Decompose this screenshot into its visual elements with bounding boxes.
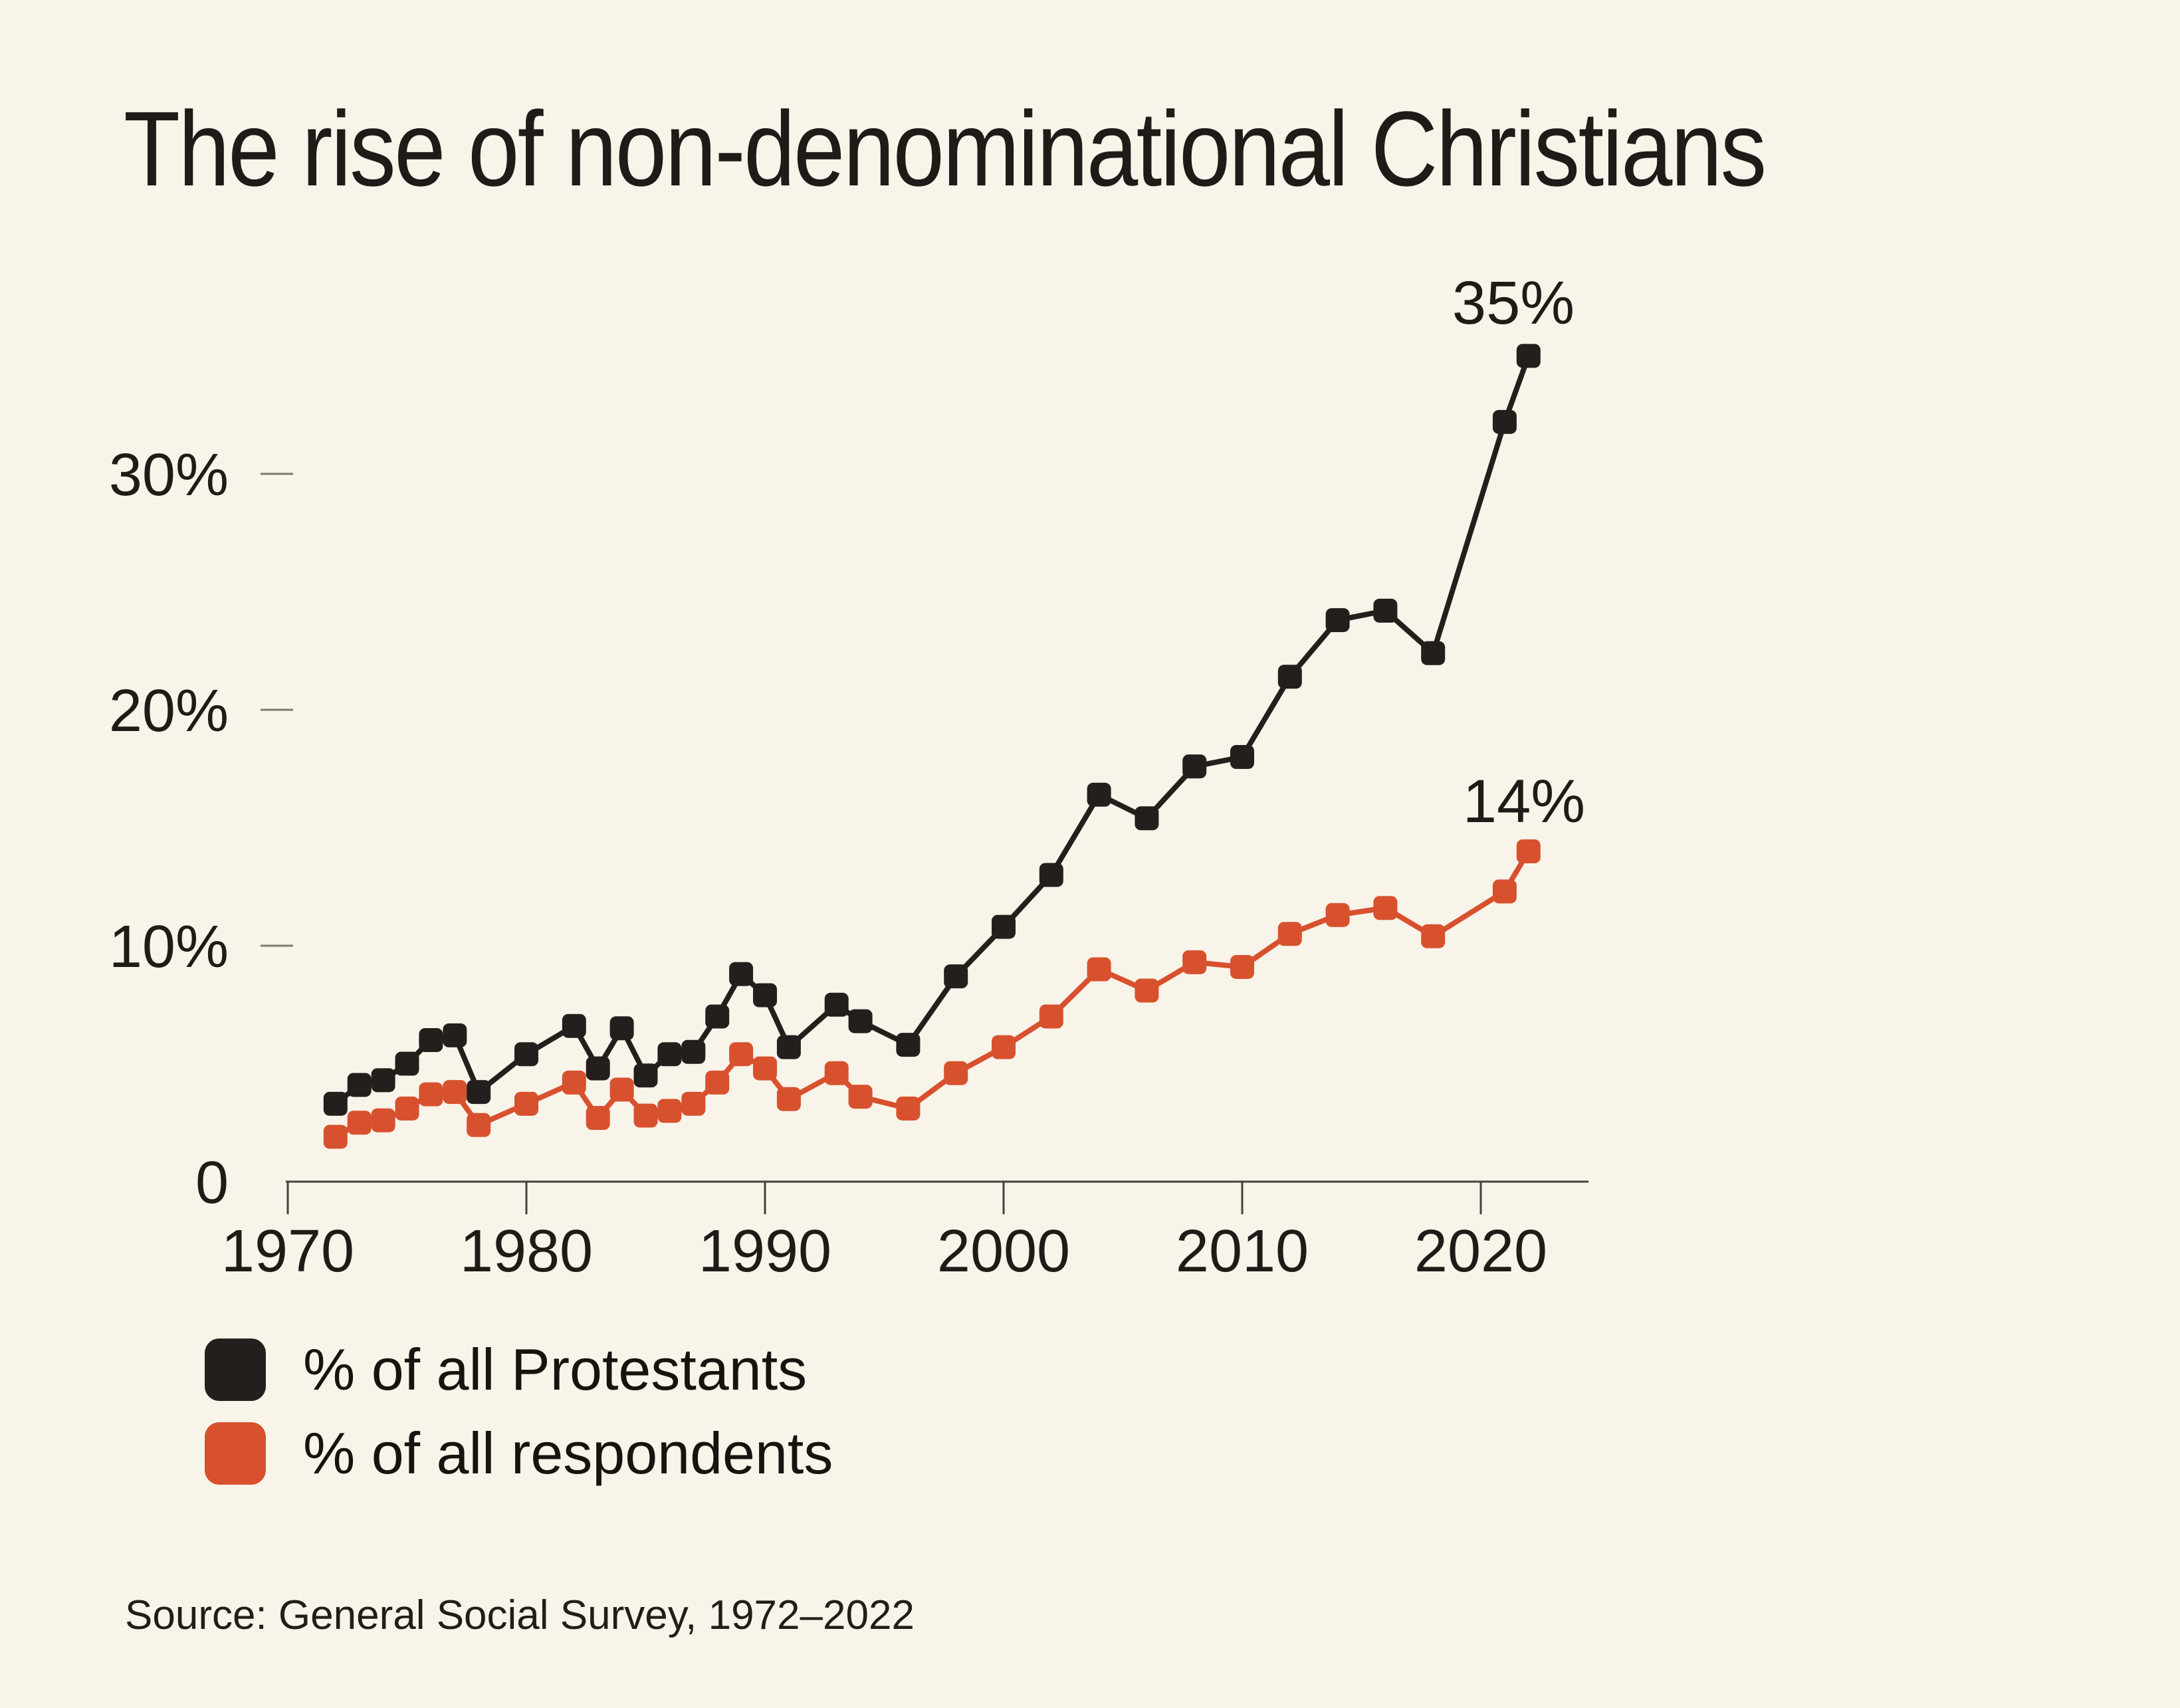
legend: % of all Protestants % of all respondent… [205, 1338, 833, 1485]
legend-swatch-protestants [205, 1338, 266, 1401]
marker-respondents [467, 1113, 491, 1137]
marker-respondents [609, 1077, 634, 1102]
y-axis-label: 0 [195, 1150, 229, 1216]
marker-protestants [657, 1042, 682, 1067]
marker-protestants [824, 992, 849, 1017]
series-line-respondents [334, 849, 1531, 1139]
x-axis-label: 2000 [937, 1218, 1070, 1285]
legend-item-respondents: % of all respondents [205, 1422, 833, 1485]
marker-respondents [1421, 924, 1446, 948]
marker-respondents [705, 1070, 730, 1095]
marker-respondents [896, 1096, 921, 1121]
marker-respondents [1492, 879, 1517, 904]
x-axis-label: 1970 [221, 1218, 354, 1285]
series-line-protestants [334, 355, 1531, 1106]
marker-respondents [1135, 978, 1159, 1003]
marker-respondents [1039, 1004, 1063, 1029]
marker-protestants [1135, 806, 1159, 831]
x-axis-label: 1990 [699, 1218, 831, 1285]
marker-respondents [848, 1085, 873, 1109]
marker-protestants [323, 1091, 348, 1116]
marker-respondents [586, 1106, 610, 1130]
marker-protestants [681, 1039, 706, 1064]
marker-respondents [371, 1108, 395, 1132]
marker-respondents [681, 1091, 706, 1116]
marker-respondents [729, 1042, 754, 1067]
marker-respondents [1277, 922, 1302, 946]
marker-protestants [848, 1009, 873, 1033]
marker-respondents [1325, 903, 1350, 927]
x-axis-label: 1980 [460, 1218, 593, 1285]
legend-label-respondents: % of all respondents [303, 1420, 833, 1486]
marker-respondents [657, 1099, 682, 1123]
marker-protestants [419, 1028, 443, 1052]
marker-protestants [443, 1023, 467, 1047]
marker-protestants [514, 1042, 538, 1067]
x-axis-label: 2020 [1414, 1218, 1547, 1285]
marker-protestants [1373, 598, 1398, 623]
marker-protestants [992, 914, 1016, 939]
legend-item-protestants: % of all Protestants [205, 1338, 833, 1401]
marker-respondents [1373, 896, 1398, 920]
marker-protestants [1421, 641, 1446, 665]
y-axis-label: 10% [109, 914, 229, 980]
marker-protestants [1182, 754, 1207, 779]
marker-respondents [776, 1087, 801, 1111]
legend-label-protestants: % of all Protestants [303, 1336, 808, 1402]
marker-protestants [705, 1004, 730, 1029]
marker-respondents [753, 1056, 777, 1081]
marker-respondents [323, 1124, 348, 1149]
marker-respondents [1516, 839, 1541, 863]
marker-respondents [1087, 957, 1111, 982]
marker-respondents [633, 1103, 658, 1128]
source-note: Source: General Social Survey, 1972–2022 [125, 1592, 915, 1638]
marker-protestants [753, 983, 777, 1008]
marker-respondents [395, 1096, 419, 1121]
marker-respondents [514, 1091, 538, 1116]
chart-title: The rise of non-denominational Christian… [124, 89, 1767, 208]
marker-respondents [1230, 954, 1254, 979]
marker-respondents [562, 1070, 586, 1095]
marker-protestants [633, 1063, 658, 1088]
marker-protestants [586, 1056, 610, 1081]
marker-protestants [1039, 863, 1063, 887]
x-axis-label: 2010 [1176, 1218, 1309, 1285]
marker-respondents [1182, 950, 1207, 974]
marker-protestants [371, 1068, 395, 1093]
marker-protestants [1325, 608, 1350, 633]
marker-protestants [944, 964, 968, 989]
marker-respondents [443, 1080, 467, 1105]
marker-respondents [824, 1061, 849, 1085]
marker-protestants [395, 1051, 419, 1076]
marker-protestants [1087, 782, 1111, 807]
marker-respondents [944, 1061, 968, 1085]
legend-swatch-respondents [205, 1422, 266, 1485]
data-label-protestants-peak: 35% [1452, 269, 1575, 337]
marker-protestants [896, 1033, 921, 1057]
marker-protestants [729, 962, 754, 986]
marker-protestants [1492, 409, 1517, 434]
marker-protestants [609, 1016, 634, 1041]
marker-respondents [347, 1111, 372, 1135]
marker-protestants [562, 1014, 586, 1038]
marker-protestants [1277, 665, 1302, 689]
marker-protestants [1516, 344, 1541, 368]
y-axis-label: 20% [109, 678, 229, 744]
data-label-respondents-peak: 14% [1462, 768, 1586, 835]
marker-protestants [776, 1035, 801, 1059]
marker-respondents [419, 1082, 443, 1107]
marker-protestants [1230, 745, 1254, 769]
marker-protestants [467, 1080, 491, 1105]
marker-respondents [992, 1035, 1016, 1059]
y-axis-label: 30% [109, 442, 229, 508]
marker-protestants [347, 1073, 372, 1097]
